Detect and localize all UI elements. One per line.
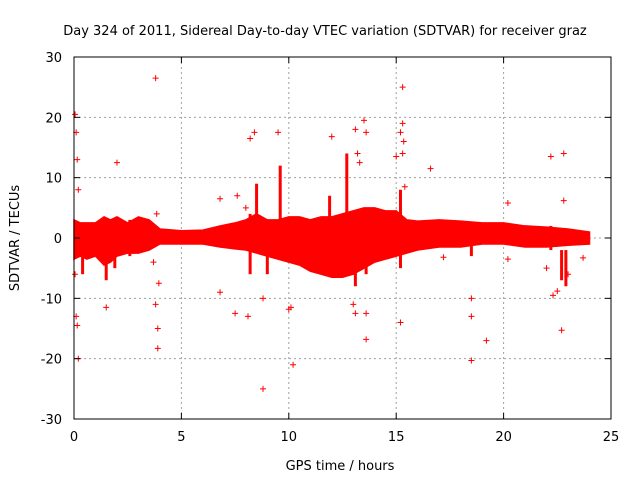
data-point bbox=[360, 117, 367, 124]
data-point bbox=[232, 310, 239, 317]
x-tick-label: 20 bbox=[495, 430, 512, 445]
chart-title: Day 324 of 2011, Sidereal Day-to-day VTE… bbox=[63, 24, 587, 39]
data-point bbox=[399, 120, 406, 127]
data-point bbox=[363, 310, 370, 317]
data-point bbox=[363, 336, 370, 343]
data-band bbox=[73, 207, 591, 278]
data-point bbox=[260, 385, 267, 392]
x-tick-label: 15 bbox=[388, 430, 405, 445]
data-point bbox=[155, 280, 162, 287]
data-point bbox=[399, 84, 406, 91]
data-point bbox=[440, 254, 447, 261]
data-point bbox=[251, 129, 258, 136]
data-point bbox=[560, 150, 567, 157]
data-point bbox=[504, 256, 511, 263]
x-tick-label: 5 bbox=[177, 430, 185, 445]
y-tick-label: 30 bbox=[45, 51, 62, 66]
data-point bbox=[397, 319, 404, 326]
data-point bbox=[543, 265, 550, 272]
data-point bbox=[483, 337, 490, 344]
data-point bbox=[580, 254, 587, 261]
data-point bbox=[550, 292, 557, 299]
x-tick-label: 0 bbox=[70, 430, 78, 445]
data-point bbox=[560, 197, 567, 204]
data-point bbox=[565, 271, 572, 278]
data-point bbox=[217, 195, 224, 202]
x-axis-label: GPS time / hours bbox=[286, 459, 395, 474]
data-point bbox=[468, 295, 475, 302]
data-point bbox=[75, 186, 82, 193]
x-tick-label: 10 bbox=[281, 430, 298, 445]
data-point bbox=[427, 165, 434, 172]
data-point bbox=[217, 289, 224, 296]
data-point bbox=[72, 271, 79, 278]
y-tick-label: 0 bbox=[54, 232, 62, 247]
data-point bbox=[234, 192, 241, 199]
axis-ticks: 0 5 10 15 20 25 -30 -20 -10 0 10 20 30 bbox=[41, 51, 620, 445]
data-point bbox=[154, 345, 161, 352]
data-point bbox=[152, 301, 159, 308]
data-point bbox=[247, 135, 254, 142]
data-point bbox=[393, 153, 400, 160]
y-axis-label: SDTVAR / TECUs bbox=[8, 185, 23, 292]
data-point bbox=[74, 322, 81, 329]
data-point bbox=[150, 259, 157, 266]
data-point bbox=[72, 111, 79, 118]
data-point bbox=[504, 200, 511, 207]
data-point bbox=[401, 183, 408, 190]
data-point bbox=[74, 156, 81, 163]
y-tick-label: -30 bbox=[41, 413, 62, 428]
y-tick-label: -10 bbox=[41, 292, 62, 307]
data-point bbox=[468, 313, 475, 320]
data-point bbox=[290, 361, 297, 368]
y-tick-label: 10 bbox=[45, 172, 62, 187]
data-point bbox=[244, 313, 251, 320]
data-point bbox=[352, 310, 359, 317]
data-point bbox=[154, 325, 161, 332]
data-point bbox=[153, 210, 160, 217]
data-point bbox=[399, 150, 406, 157]
data-point bbox=[554, 288, 561, 295]
data-point bbox=[580, 230, 587, 237]
data-point bbox=[113, 159, 120, 166]
data-point bbox=[242, 204, 249, 211]
data-point bbox=[285, 306, 292, 313]
data-point bbox=[352, 126, 359, 133]
data-point bbox=[260, 295, 267, 302]
y-tick-label: -20 bbox=[41, 353, 62, 368]
plot-area bbox=[72, 75, 591, 392]
data-point bbox=[103, 304, 110, 311]
data-point bbox=[328, 133, 335, 140]
x-tick-label: 25 bbox=[603, 430, 620, 445]
data-point bbox=[400, 138, 407, 145]
data-point bbox=[354, 150, 361, 157]
data-point bbox=[363, 129, 370, 136]
data-point bbox=[275, 129, 282, 136]
data-point bbox=[350, 301, 357, 308]
y-tick-label: 20 bbox=[45, 111, 62, 126]
data-point bbox=[152, 75, 159, 82]
data-point bbox=[397, 129, 404, 136]
data-point bbox=[468, 357, 475, 364]
data-point bbox=[356, 159, 363, 166]
data-point bbox=[558, 327, 565, 334]
data-point bbox=[547, 153, 554, 160]
